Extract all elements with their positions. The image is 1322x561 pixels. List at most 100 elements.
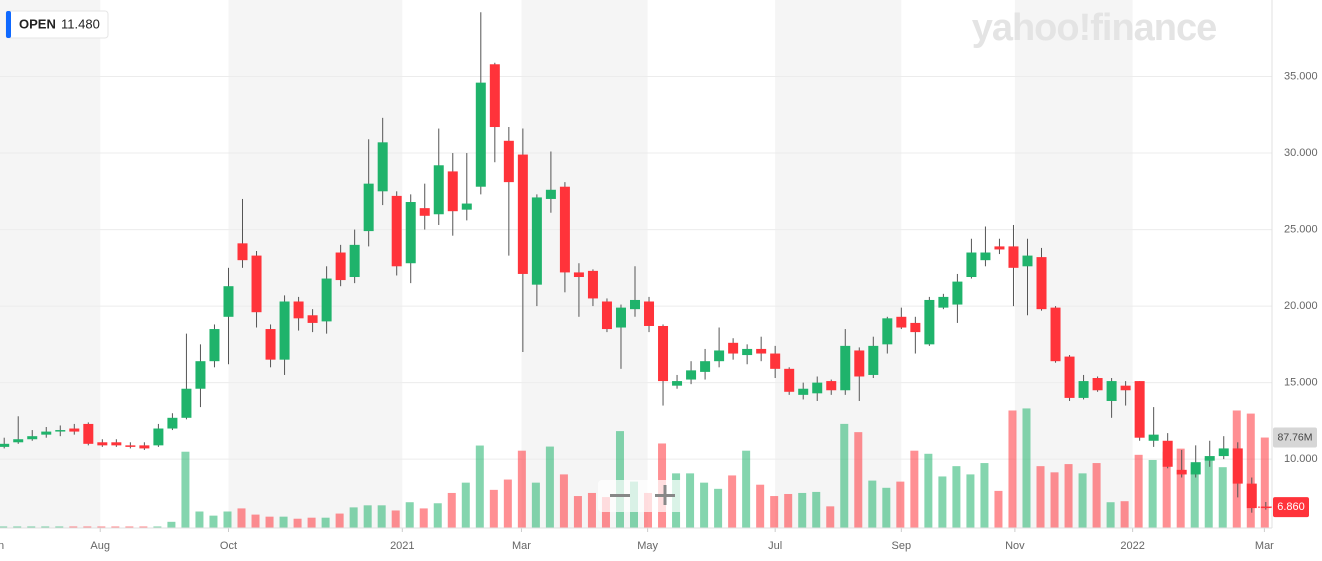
volume-bar [139,526,148,528]
watermark: yahoo!finance [972,7,1217,49]
candle-body [868,345,879,375]
candle-body [1260,506,1271,509]
y-tick-label: 15.000 [1284,377,1318,389]
candle-body [812,382,823,394]
candle-body [980,252,991,261]
volume-bar [854,432,863,528]
time-band [0,0,101,528]
candle-body [756,348,767,354]
y-tick-label: 30.000 [1284,147,1318,159]
candle-body [601,301,612,330]
volume-bar [545,446,554,528]
candle-body [1190,462,1201,475]
volume-bar [798,492,807,528]
volume-bar [1008,410,1017,528]
candle-body [503,140,514,183]
volume-bar [770,496,779,528]
candle-body [615,307,626,328]
y-tick-label: 20.000 [1284,300,1318,312]
volume-bar [433,503,442,528]
volume-bar [756,484,765,528]
badge-accent [6,11,11,38]
candle-body [41,431,52,435]
candle-body [517,154,528,274]
volume-bar [1218,467,1227,528]
volume-bar [447,492,456,528]
candle-body [896,316,907,328]
volume-bar [980,463,989,528]
candle-body [952,281,963,305]
x-tick-label: Sep [892,540,912,552]
volume-bar [97,526,106,528]
candle-body [433,165,444,215]
volume-bar [223,511,232,528]
candle-body [391,195,402,267]
volume-bar [209,515,218,528]
volume-bar [69,526,78,528]
volume-bar [1162,451,1171,528]
candle-body [770,353,781,369]
volume-bar [181,451,190,528]
candle-body [644,301,655,326]
volume-bar [195,511,204,528]
x-tick-label: Mar [1255,540,1274,552]
candle-body [1246,483,1257,509]
volume-bar [601,497,610,528]
volume-bar [335,513,344,528]
candle-body [742,348,753,356]
candle-body [0,443,10,447]
volume-bar [587,492,596,528]
candle-body [461,203,472,210]
volume-bar [265,516,274,528]
volume-bar [1050,472,1059,528]
candle-body [826,381,837,391]
volume-bar [1078,473,1087,528]
volume-bar [461,482,470,528]
volume-bar [742,450,751,528]
volume-bar [279,516,288,528]
candle-body [630,299,640,310]
volume-bar [728,475,737,528]
candle-body [111,442,122,446]
volume-bar [840,423,849,528]
volume-bar [111,526,120,528]
candle-body [1120,385,1131,391]
volume-bar [153,526,162,528]
candle-body [573,272,584,278]
volume-badge-label: 87.76M [1277,431,1312,443]
volume-bar [1190,464,1199,528]
volume-bar [167,521,176,528]
volume-bar [251,514,260,528]
volume-bar [1106,502,1115,528]
candle-body [700,361,711,372]
volume-bar [321,517,330,528]
volume-bar [559,474,568,528]
candle-body [1148,434,1159,441]
candle-body [69,428,80,432]
candle-body [587,270,598,299]
volume-bar [784,493,793,528]
candle-body [209,329,220,362]
y-tick-label: 25.000 [1284,223,1318,235]
volume-bar [349,507,358,528]
open-badge: OPEN 11.480 [5,10,109,39]
candle-body [279,301,290,360]
volume-bar [714,488,723,528]
candle-body [686,370,697,380]
volume-bar [475,445,484,528]
candle-body [854,350,865,377]
candle-body [153,428,164,446]
candle-body [658,325,669,382]
volume-bar [573,496,582,528]
volume-bar [419,508,428,528]
volume-bar [1120,501,1129,528]
zoom-out[interactable] [610,494,630,497]
volume-bar [489,489,498,528]
x-tick-label: 2021 [390,540,414,552]
volume-bar [700,482,709,528]
candle-body [938,296,949,308]
volume-bar [994,490,1003,528]
volume-bar [1022,408,1031,528]
candle-body [489,64,500,128]
